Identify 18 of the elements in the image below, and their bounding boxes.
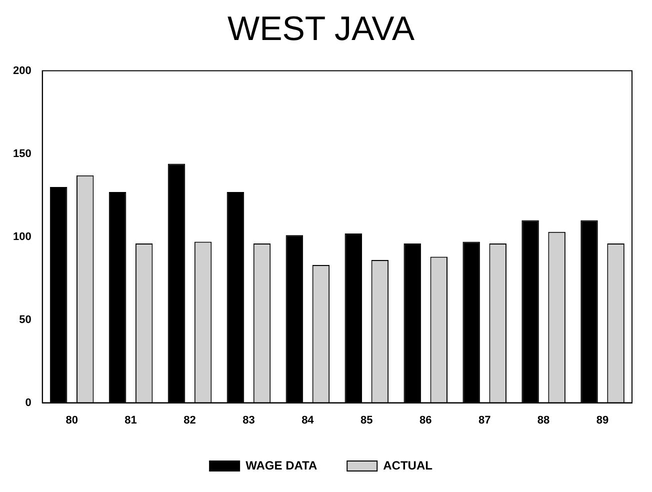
x-tick-label: 83 [242, 414, 255, 426]
x-tick-label: 88 [537, 414, 550, 426]
y-tick-label: 200 [12, 64, 32, 77]
x-tick-label: 86 [420, 414, 432, 426]
x-tick-label: 82 [184, 414, 196, 426]
x-tick-label: 80 [66, 414, 78, 426]
y-tick-label: 50 [19, 314, 32, 326]
chart-title: WEST JAVA [227, 10, 415, 48]
x-tick-label: 81 [124, 414, 137, 426]
y-tick-label: 150 [12, 148, 32, 160]
y-tick-label: 0 [25, 396, 32, 409]
legend-label: WAGE DATA [246, 458, 318, 472]
y-tick-label: 100 [12, 230, 32, 243]
x-tick-label: 89 [596, 414, 609, 426]
x-tick-label: 84 [302, 414, 315, 426]
x-tick-label: 87 [478, 414, 491, 426]
x-tick-label: 85 [360, 414, 373, 426]
legend-label: ACTUAL [383, 458, 432, 472]
